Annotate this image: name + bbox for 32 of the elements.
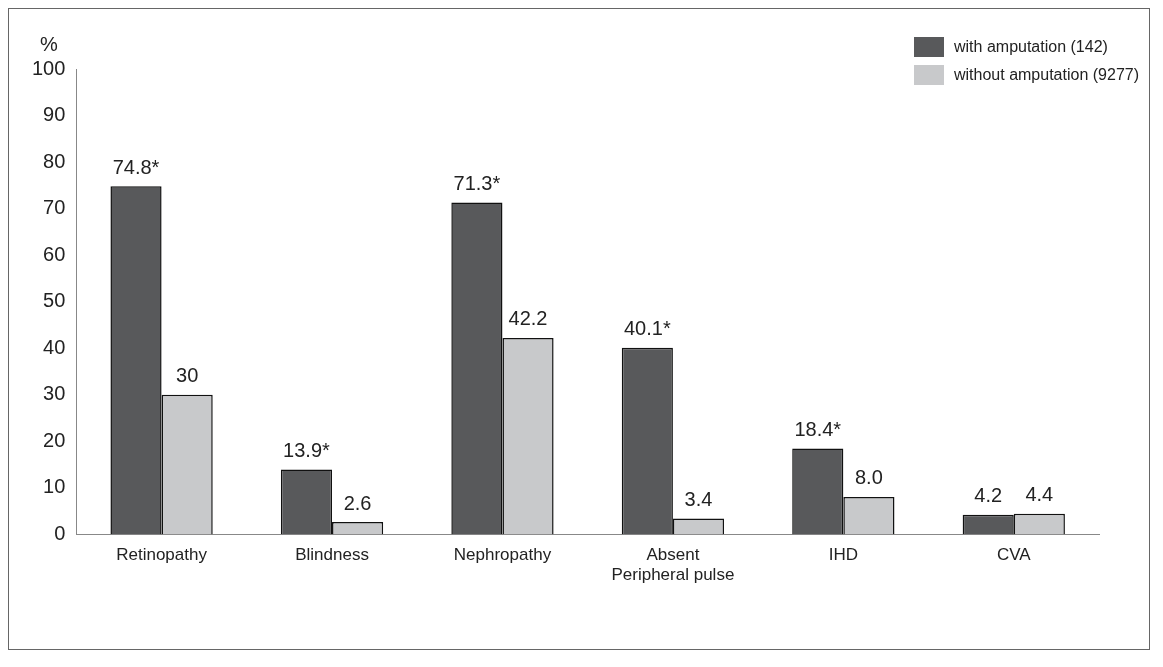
y-tick-label: 40 [43,335,66,358]
data-label: 18.4* [794,418,842,441]
x-tick-label: CVA [996,545,1032,565]
x-tick-label: Retinopathy [116,545,208,565]
y-tick-label: 70 [43,196,66,219]
y-tick-label: 60 [43,242,66,265]
x-tick-label: IHD [828,545,858,565]
y-axis-title: % [40,32,59,55]
data-label: 40.1* [623,317,671,340]
x-tick-label: Blindness [295,545,369,565]
legend-label: without amputation (9277) [954,66,1139,84]
y-tick-label: 100 [31,56,66,79]
data-label: 42.2 [508,307,548,330]
data-label: 13.9* [283,439,331,462]
data-label: 3.4 [684,487,713,510]
legend-label: with amputation (142) [954,38,1108,56]
y-tick-label: 30 [43,382,66,405]
data-label: 4.4 [1025,483,1054,506]
data-label: 71.3* [453,172,501,195]
y-tick-label: 50 [43,289,66,312]
x-tick-label: Nephropathy [453,545,552,565]
y-tick-label: 20 [43,428,66,451]
x-tick-label: Absent Peripheral pulse [611,545,735,585]
data-label: 4.2 [974,484,1003,507]
data-label: 30 [176,364,199,387]
y-tick-label: 90 [43,103,66,126]
data-label: 2.6 [343,491,372,514]
data-label: 8.0 [855,466,883,489]
y-tick-label: 10 [43,475,66,498]
data-label: 74.8* [112,155,160,178]
y-tick-label: 0 [54,521,66,544]
y-tick-label: 80 [43,149,66,172]
